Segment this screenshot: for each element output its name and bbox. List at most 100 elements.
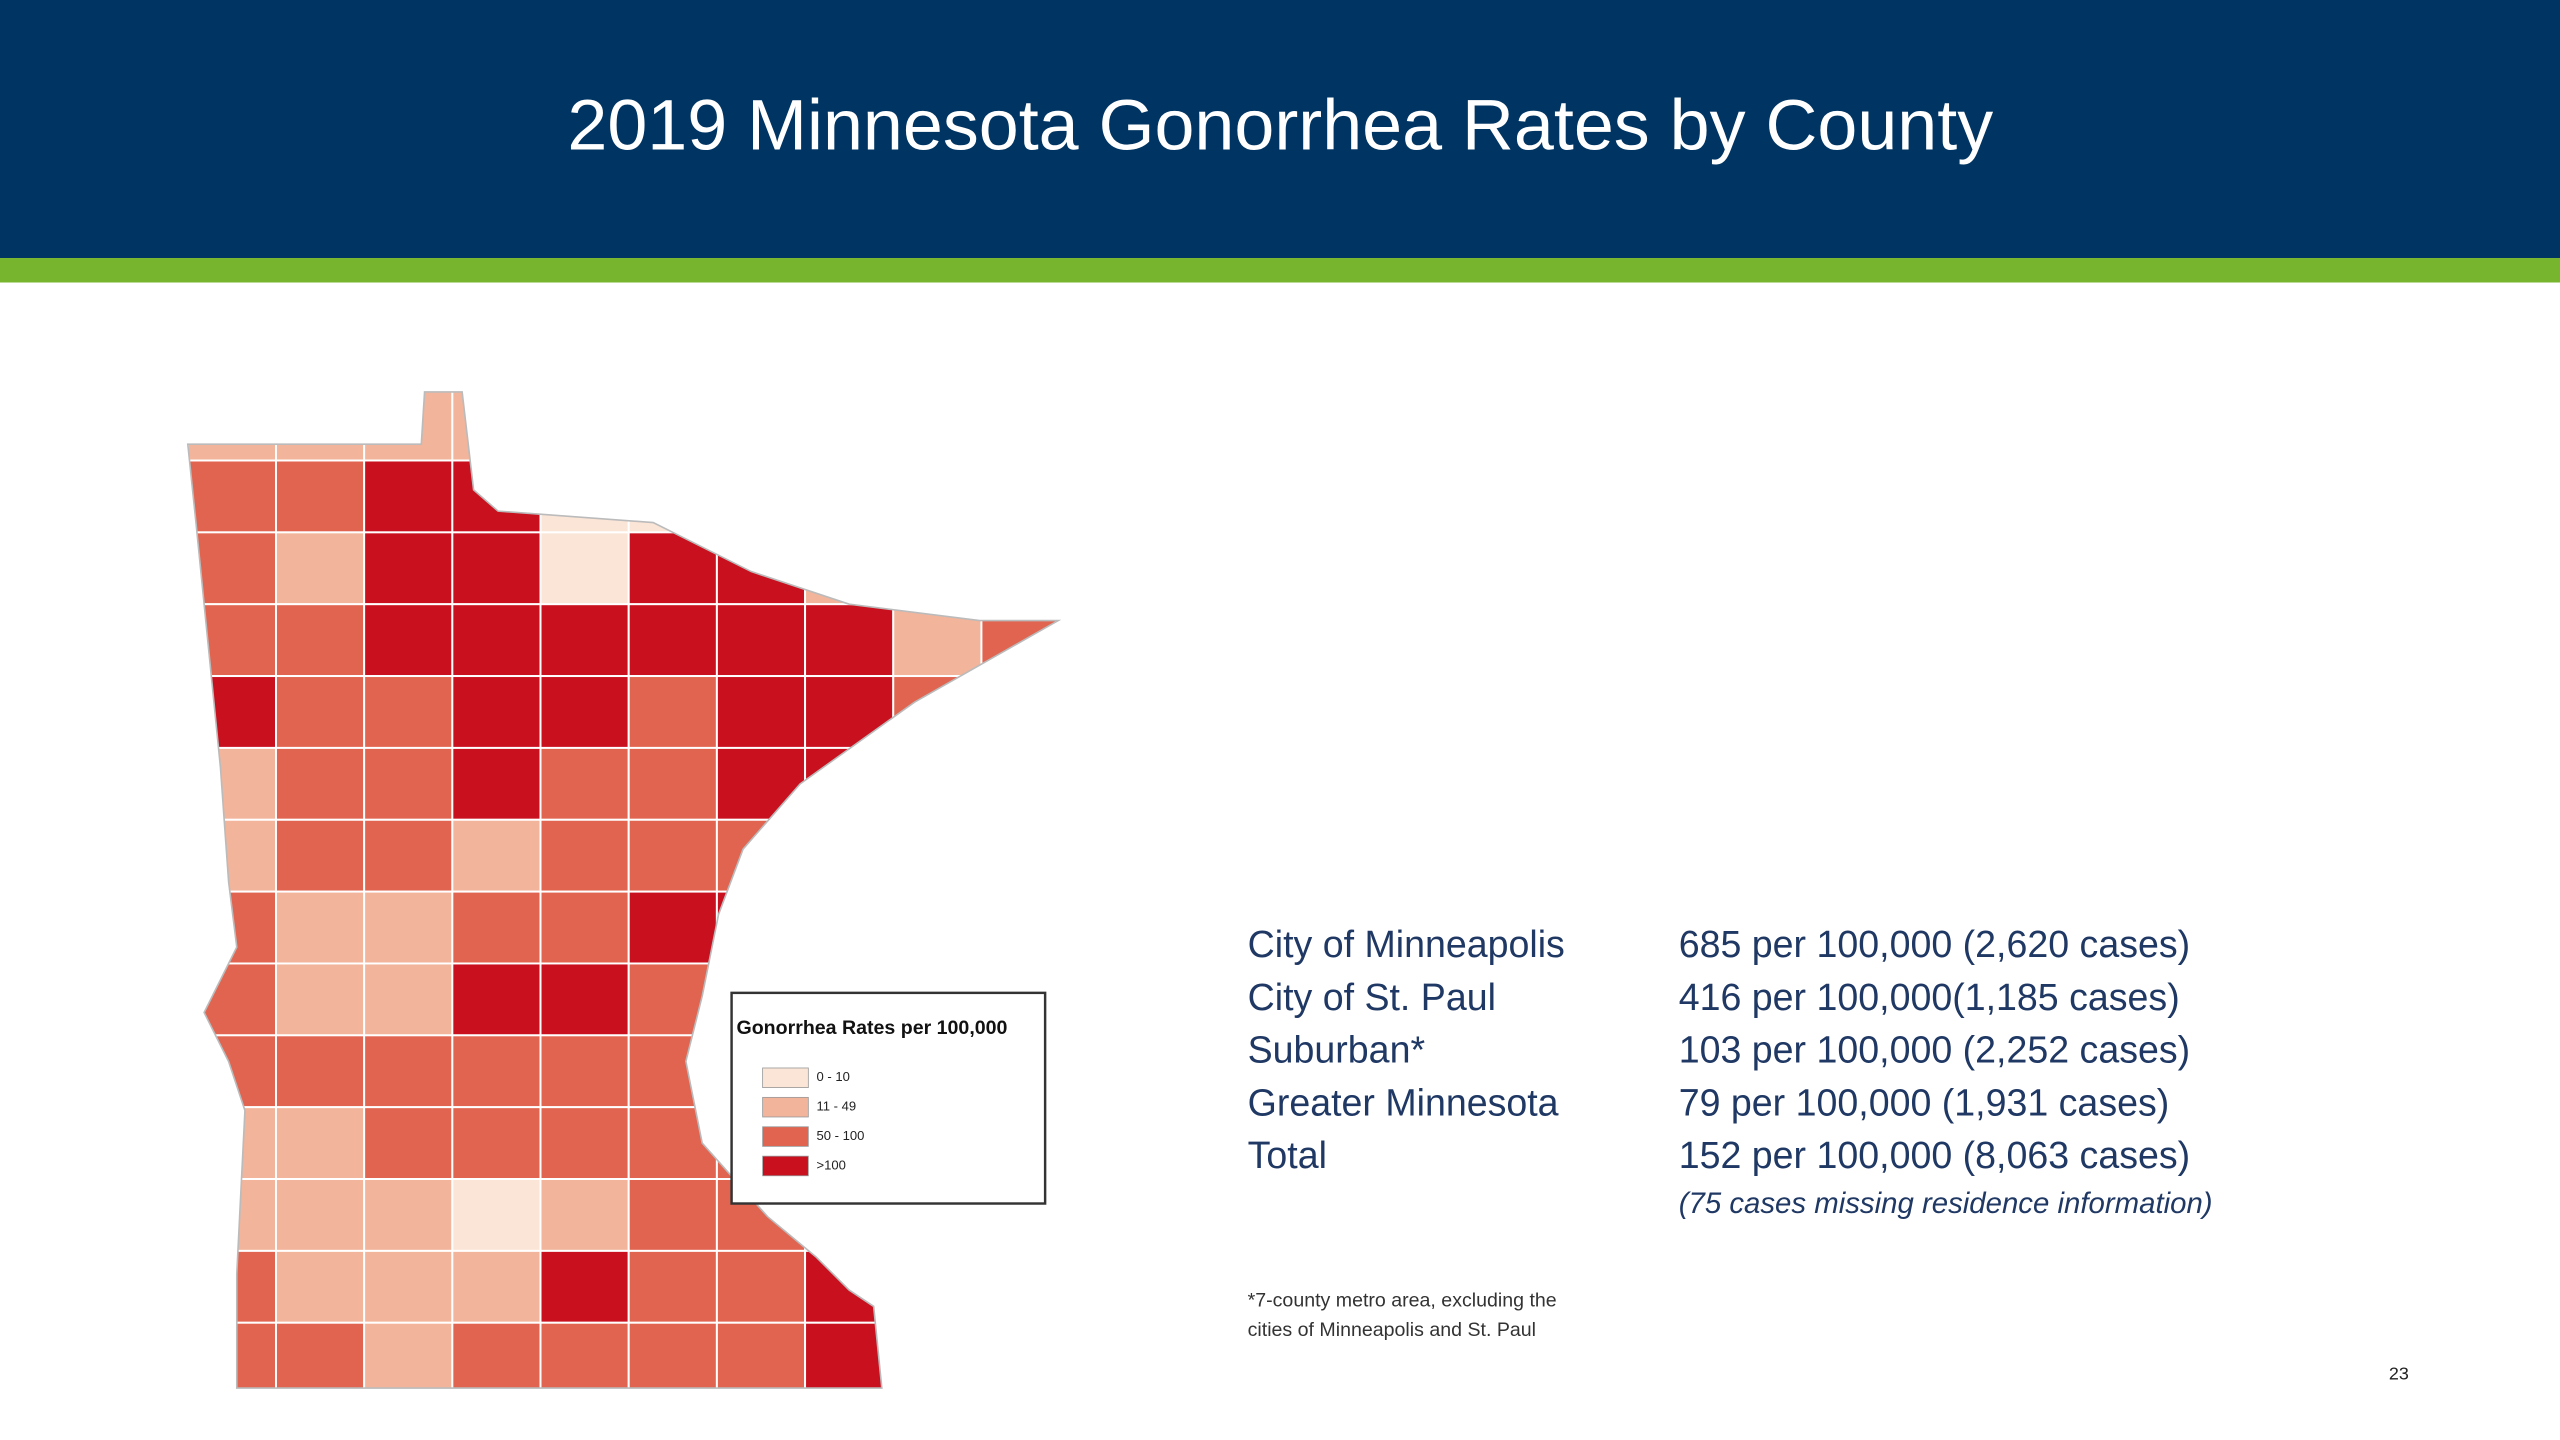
county — [539, 391, 630, 462]
county — [715, 1249, 807, 1324]
county — [715, 675, 807, 749]
county — [363, 1106, 454, 1181]
county — [627, 890, 718, 965]
county — [627, 391, 718, 462]
county — [627, 1321, 718, 1389]
county — [804, 746, 895, 821]
row-label: Suburban* — [1248, 1029, 1426, 1071]
county — [892, 746, 983, 821]
footnote-line: cities of Minneapolis and St. Paul — [1248, 1319, 1536, 1341]
county — [539, 890, 630, 965]
county — [980, 391, 1059, 462]
county — [274, 1178, 366, 1252]
legend-label: >100 — [817, 1157, 846, 1172]
county — [892, 391, 983, 462]
county — [539, 531, 630, 606]
row-value: 152 per 100,000 (8,063 cases) — [1679, 1134, 2190, 1176]
county — [715, 603, 807, 678]
county — [274, 531, 366, 606]
slide-content: 2019 Minnesota Gonorrhea Rates by County… — [0, 0, 2560, 1389]
county — [539, 1034, 630, 1109]
county — [274, 391, 366, 462]
county — [980, 1321, 1059, 1389]
county — [627, 1106, 718, 1181]
county — [715, 459, 807, 534]
county — [451, 1321, 542, 1389]
county — [363, 962, 454, 1037]
county — [627, 746, 718, 821]
county — [274, 1106, 366, 1181]
county — [627, 1249, 718, 1324]
legend-swatch — [762, 1126, 809, 1147]
county — [187, 818, 277, 893]
legend-label: 11 - 49 — [817, 1099, 857, 1114]
slide-title: 2019 Minnesota Gonorrhea Rates by County — [567, 86, 1993, 166]
county — [451, 459, 542, 534]
county — [892, 818, 983, 893]
row-label: Greater Minnesota — [1248, 1081, 1559, 1123]
county — [451, 1249, 542, 1324]
county — [980, 818, 1059, 893]
row-label: City of Minneapolis — [1248, 923, 1565, 965]
county — [715, 391, 807, 462]
rates-table: City of Minneapolis 685 per 100,000 (2,62… — [1248, 923, 2191, 1176]
county — [804, 675, 895, 749]
county — [892, 531, 983, 606]
county — [363, 1178, 454, 1252]
county — [539, 1249, 630, 1324]
county — [627, 1178, 718, 1252]
county — [539, 818, 630, 893]
county — [187, 1106, 277, 1181]
county — [627, 818, 718, 893]
county — [892, 1321, 983, 1389]
county — [451, 818, 542, 893]
table-note: (75 cases missing residence information) — [1679, 1187, 2213, 1220]
county — [980, 459, 1059, 534]
legend-swatch — [762, 1155, 809, 1177]
county-map — [187, 391, 1059, 1389]
row-value: 79 per 100,000 (1,931 cases) — [1679, 1081, 2170, 1123]
legend-title: Gonorrhea Rates per 100,000 — [736, 1017, 1007, 1039]
county — [451, 1034, 542, 1109]
county — [274, 1249, 366, 1324]
county — [892, 459, 983, 534]
footnote-line: *7-county metro area, excluding the — [1248, 1290, 1557, 1312]
county — [363, 675, 454, 749]
county — [539, 746, 630, 821]
county — [451, 962, 542, 1037]
county — [715, 818, 807, 893]
county — [539, 603, 630, 678]
county — [363, 746, 454, 821]
county — [539, 1321, 630, 1389]
county — [980, 746, 1059, 821]
county — [804, 890, 895, 965]
county — [363, 603, 454, 678]
county — [804, 818, 895, 893]
county — [451, 746, 542, 821]
county — [715, 746, 807, 821]
county — [274, 746, 366, 821]
county — [715, 1321, 807, 1389]
county — [451, 890, 542, 965]
county — [187, 459, 277, 534]
footnote: *7-county metro area, excluding the citie… — [1248, 1290, 1557, 1341]
county — [804, 1321, 895, 1389]
legend-label: 50 - 100 — [817, 1128, 865, 1143]
page-number: 23 — [2389, 1364, 2409, 1384]
county — [274, 890, 366, 965]
county — [274, 603, 366, 678]
row-label: City of St. Paul — [1248, 976, 1496, 1018]
county — [363, 459, 454, 534]
county — [539, 675, 630, 749]
state-outline — [186, 391, 1062, 1389]
legend-swatch — [762, 1067, 809, 1088]
county — [187, 391, 277, 462]
county — [539, 962, 630, 1037]
county — [627, 603, 718, 678]
county — [627, 962, 718, 1037]
county — [980, 531, 1059, 606]
county — [363, 531, 454, 606]
county — [187, 746, 277, 821]
county — [274, 962, 366, 1037]
